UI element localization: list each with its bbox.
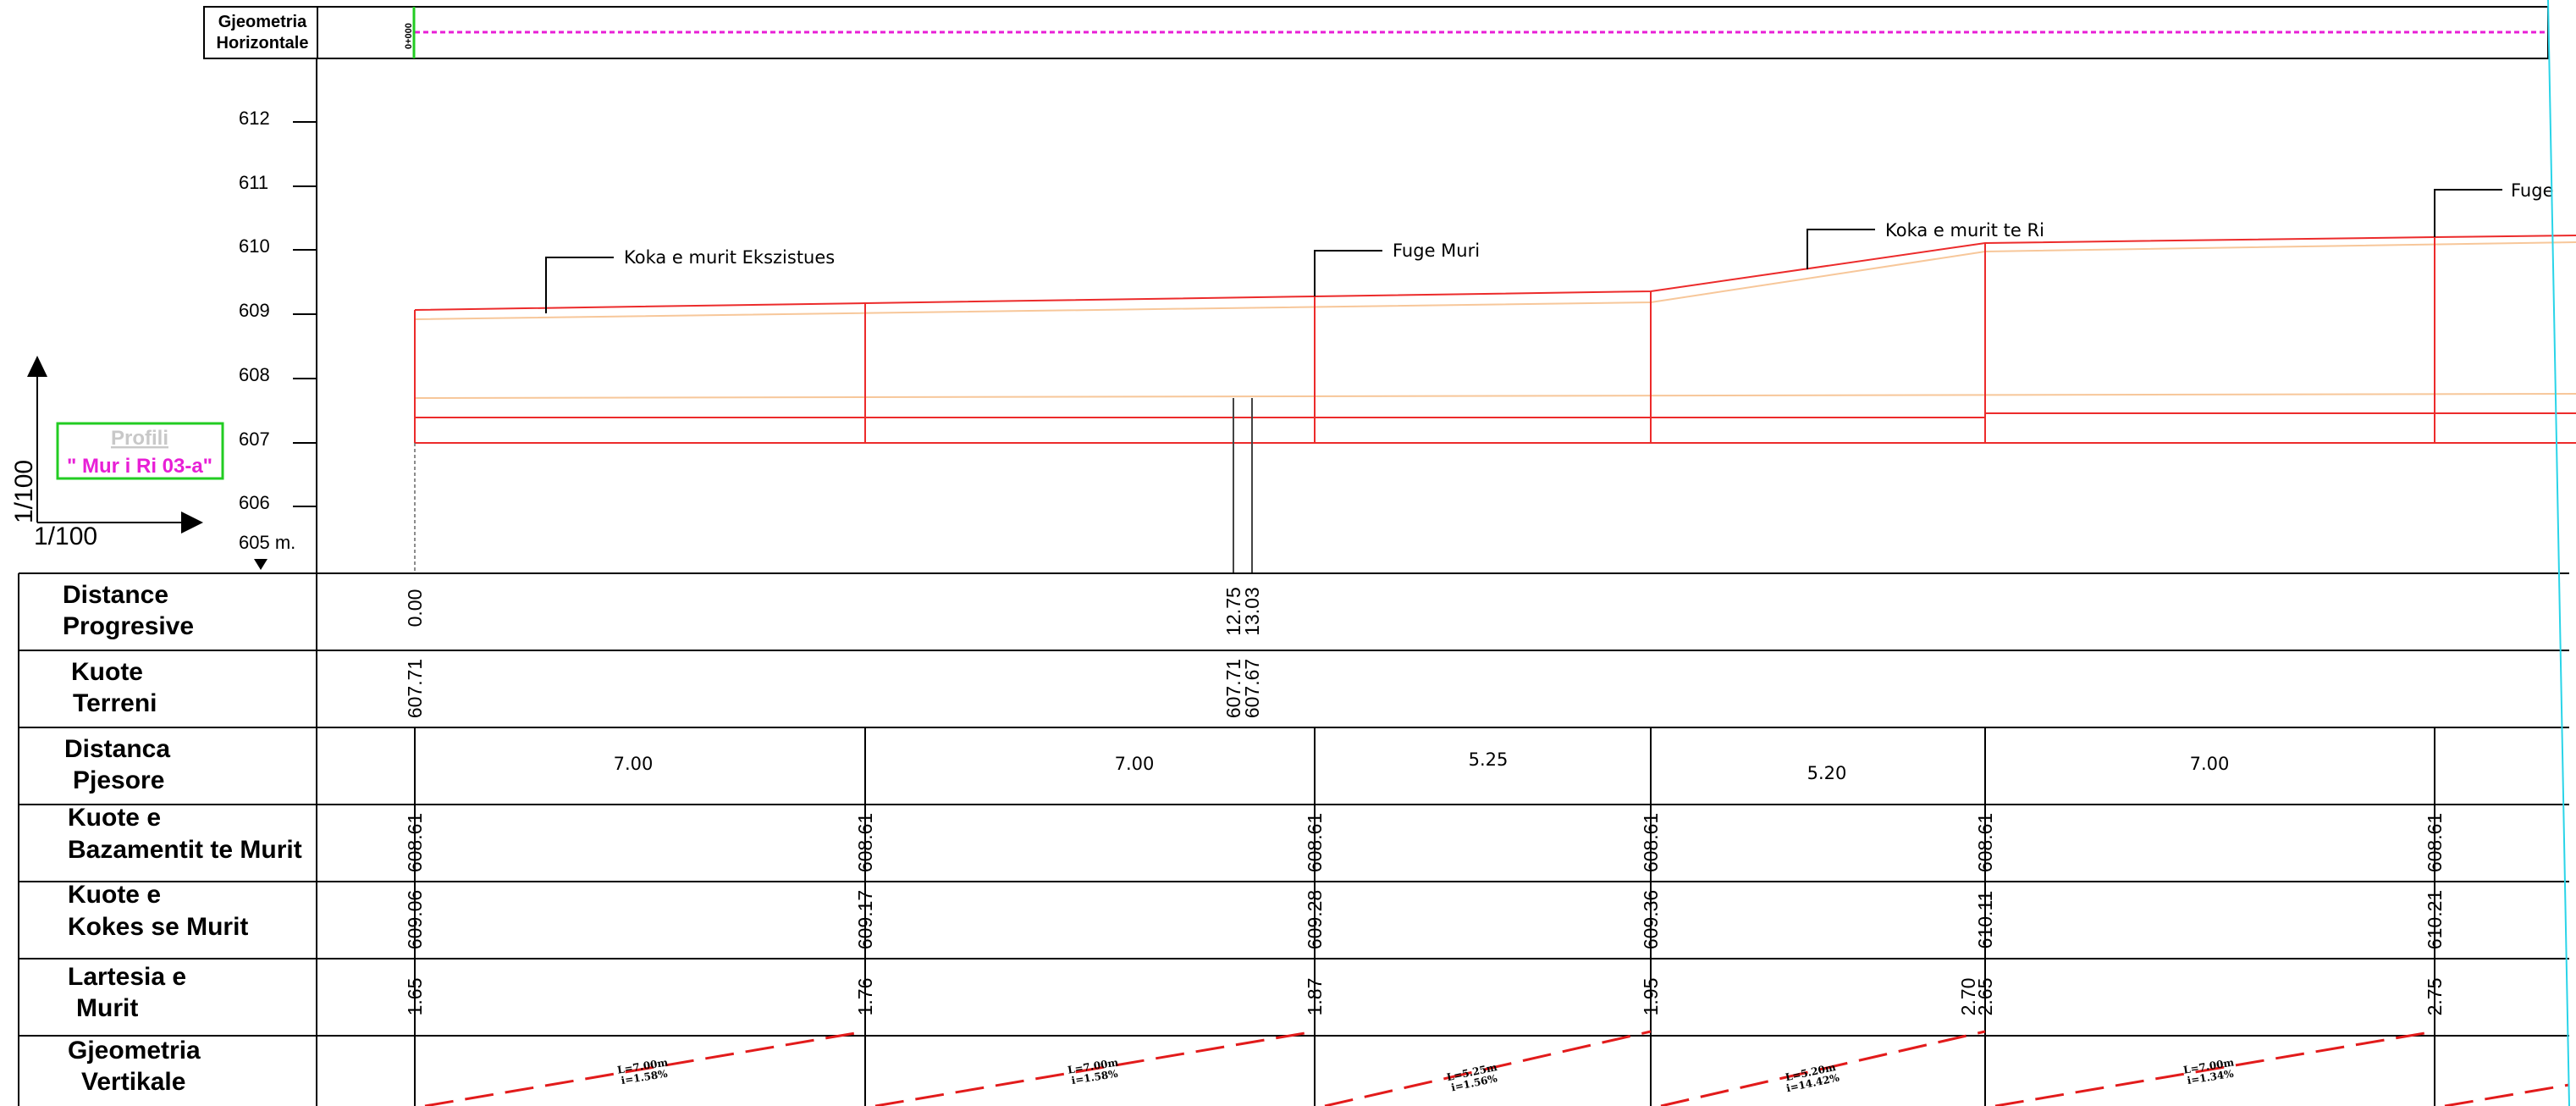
distance-progresive-value: 0.00	[404, 589, 426, 628]
row-label: Kuote e	[68, 804, 161, 832]
horizontal-scale: 1/100	[34, 523, 97, 550]
callout-label: Koka e murit Ekszistues	[624, 247, 835, 268]
scale-indicator: 1/100 1/100	[10, 356, 203, 550]
elevation-label: 611	[239, 172, 268, 193]
grade-segment	[1660, 1030, 1986, 1106]
callout-joint-right: Fuge	[2434, 180, 2554, 237]
row-label: Vertikale	[81, 1068, 185, 1096]
elevation-label: 609	[239, 300, 270, 321]
data-table: Distance Progresive Kuote Terreni Distan…	[18, 572, 2570, 1106]
kuote-bazamentit-value: 608.61	[2424, 813, 2446, 872]
profile-box: Profili " Mur i Ri 03-a"	[56, 422, 224, 480]
vertical-scale: 1/100	[10, 460, 38, 523]
header-label-line2: Horizontale	[217, 34, 309, 53]
distanca-pjesore-value: 5.25	[1469, 749, 1509, 770]
callout-label: Fuge	[2511, 180, 2554, 201]
kuote-bazamentit-value: 608.61	[1974, 813, 1996, 872]
lartesia-value: 1.65	[404, 978, 426, 1016]
kuote-kokes-value: 610.11	[1974, 891, 1996, 949]
arrow-up-icon	[27, 356, 47, 377]
kuote-kokes-value: 609.36	[1640, 890, 1662, 949]
grade-annotations: L=7.00m i=1.58% L=7.00m i=1.58% L=5.25m …	[616, 1056, 2235, 1094]
callout-existing-crest: Koka e murit Ekszistues	[545, 247, 835, 313]
lartesia-value: 2.70	[1957, 978, 1979, 1016]
row-label: Lartesia e	[68, 963, 186, 991]
distance-progresive-value: 12.75	[1222, 587, 1244, 636]
row-label: Pjesore	[73, 766, 164, 794]
grade-segment	[874, 1030, 1316, 1106]
elevation-label: 608	[239, 364, 270, 385]
distance-progresive-value: 13.03	[1241, 587, 1263, 636]
terrain-line	[414, 393, 2576, 399]
vertical-grade-lines	[424, 1030, 2570, 1106]
row-label: Terreni	[73, 689, 157, 717]
grade-segment	[424, 1030, 866, 1106]
row-label: Distance	[63, 581, 168, 609]
row-label: Distanca	[64, 735, 170, 763]
kuote-kokes-value: 609.06	[404, 890, 426, 949]
row-label: Kuote e	[68, 881, 161, 909]
kuote-kokes-value: 609.28	[1304, 890, 1326, 949]
kuote-terreni-value: 607.71	[1222, 659, 1244, 718]
kuote-terreni-value: 607.67	[1241, 659, 1263, 718]
kuote-bazamentit-value: 608.61	[1640, 813, 1662, 872]
elevation-label: 606	[239, 492, 270, 513]
row-label: Gjeometria	[68, 1037, 201, 1065]
header-band: Gjeometria Horizontale 0+000	[203, 6, 2549, 59]
lartesia-value: 1.76	[854, 978, 876, 1016]
elevation-axis: 612 611 610 609 608 607 606 605 m.	[239, 59, 317, 573]
callout-label: Fuge Muri	[1393, 241, 1480, 261]
elevation-label: 610	[239, 235, 270, 257]
lartesia-value: 1.87	[1304, 978, 1326, 1016]
elevation-label: 612	[239, 108, 270, 129]
callout-joint: Fuge Muri	[1314, 241, 1480, 296]
wall-profile	[414, 235, 2576, 444]
profile-name: " Mur i Ri 03-a"	[67, 455, 212, 478]
grade-segment	[1324, 1030, 1652, 1106]
row-label: Kuote	[71, 658, 143, 686]
callouts: Koka e murit Ekszistues Fuge Muri Koka e…	[545, 180, 2554, 313]
datum-arrow-icon	[254, 559, 268, 570]
row-label: Kokes se Murit	[68, 913, 248, 941]
kuote-bazamentit-value: 608.61	[1304, 813, 1326, 872]
lartesia-value: 2.75	[2424, 978, 2446, 1016]
profile-box-frame	[56, 422, 224, 480]
kuote-bazamentit-value: 608.61	[404, 813, 426, 872]
station-marker: 0+000	[404, 23, 414, 49]
kuote-terreni-value: 607.71	[404, 659, 426, 718]
grade-segment	[2444, 1083, 2570, 1106]
distanca-pjesore-value: 7.00	[1115, 754, 1155, 774]
callout-new-crest: Koka e murit te Ri	[1807, 220, 2044, 269]
grade-segment	[1994, 1030, 2435, 1106]
terrain-top-line	[414, 241, 2576, 320]
kuote-kokes-value: 610.21	[2424, 890, 2446, 949]
row-label: Murit	[76, 994, 138, 1022]
kuote-bazamentit-value: 608.61	[854, 813, 876, 872]
distanca-pjesore-value: 7.00	[614, 754, 654, 774]
row-label: Bazamentit te Murit	[68, 836, 302, 864]
lartesia-value: 2.65	[1974, 978, 1996, 1016]
distanca-pjesore-value: 7.00	[2190, 754, 2230, 774]
elevation-label: 605 m.	[239, 532, 295, 553]
elevation-label: 607	[239, 429, 270, 450]
header-label-line1: Gjeometria	[218, 13, 307, 31]
profile-title: Profili	[111, 427, 168, 450]
terrain-markers	[414, 398, 1253, 573]
callout-label: Koka e murit te Ri	[1885, 220, 2044, 241]
row-label: Progresive	[63, 612, 194, 640]
arrow-right-icon	[181, 512, 203, 534]
viewport-edge	[2547, 0, 2570, 1106]
lartesia-value: 1.95	[1640, 978, 1662, 1016]
kuote-kokes-value: 609.17	[854, 890, 876, 949]
distanca-pjesore-value: 5.20	[1807, 763, 1847, 783]
